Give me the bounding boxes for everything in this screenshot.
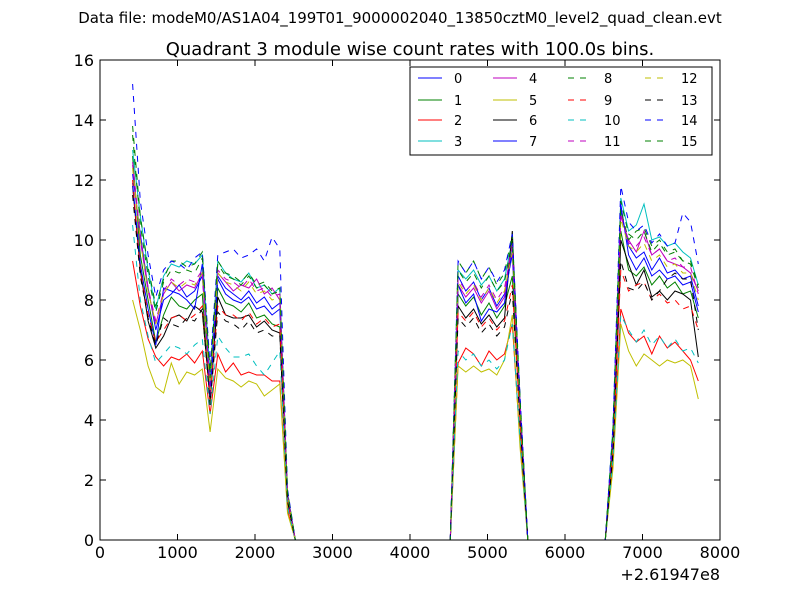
y-tick-label: 14 [74, 111, 94, 130]
legend-label-9: 9 [604, 94, 612, 109]
legend-label-7: 7 [529, 135, 537, 150]
legend-frame [409, 66, 713, 156]
legend-label-8: 8 [604, 72, 612, 87]
y-tick-label: 0 [84, 531, 94, 550]
legend-label-2: 2 [454, 114, 462, 129]
y-tick-label: 10 [74, 231, 94, 250]
x-axis-offset-label: +2.61947e8 [620, 565, 720, 584]
x-tick-label: 1000 [157, 543, 198, 562]
x-tick-label: 7000 [622, 543, 663, 562]
legend-label-15: 15 [681, 135, 698, 150]
legend-label-11: 11 [604, 135, 621, 150]
legend-label-5: 5 [529, 94, 537, 109]
x-tick-label: 2000 [235, 543, 276, 562]
legend-label-0: 0 [454, 72, 462, 87]
legend-label-13: 13 [681, 94, 698, 109]
chart-title: Quadrant 3 module wise count rates with … [166, 39, 655, 60]
legend-label-14: 14 [681, 114, 698, 129]
y-tick-label: 4 [84, 411, 94, 430]
y-tick-label: 8 [84, 291, 94, 310]
y-tick-label: 16 [74, 51, 94, 70]
figure-suptitle: Data file: modeM0/AS1A04_199T01_90000020… [78, 9, 722, 28]
legend-label-4: 4 [529, 72, 537, 87]
x-tick-label: 0 [95, 543, 105, 562]
x-tick-label: 3000 [312, 543, 353, 562]
legend-label-3: 3 [454, 135, 462, 150]
x-tick-label: 4000 [390, 543, 431, 562]
x-tick-label: 5000 [467, 543, 508, 562]
legend-label-1: 1 [454, 94, 462, 109]
series-line-9 [132, 179, 699, 541]
series-line-11 [132, 161, 699, 541]
axis-ticks: 0 1000 2000 3000 4000 5000 6000 7000 80000246810… [74, 51, 741, 562]
y-tick-label: 6 [84, 351, 94, 370]
x-tick-label: 8000 [700, 543, 741, 562]
y-tick-label: 12 [74, 171, 94, 190]
x-tick-label: 6000 [545, 543, 586, 562]
legend-label-6: 6 [529, 114, 537, 129]
y-tick-label: 2 [84, 471, 94, 490]
legend-label-10: 10 [604, 114, 621, 129]
legend-label-12: 12 [681, 72, 698, 87]
plot-frame [99, 59, 721, 541]
